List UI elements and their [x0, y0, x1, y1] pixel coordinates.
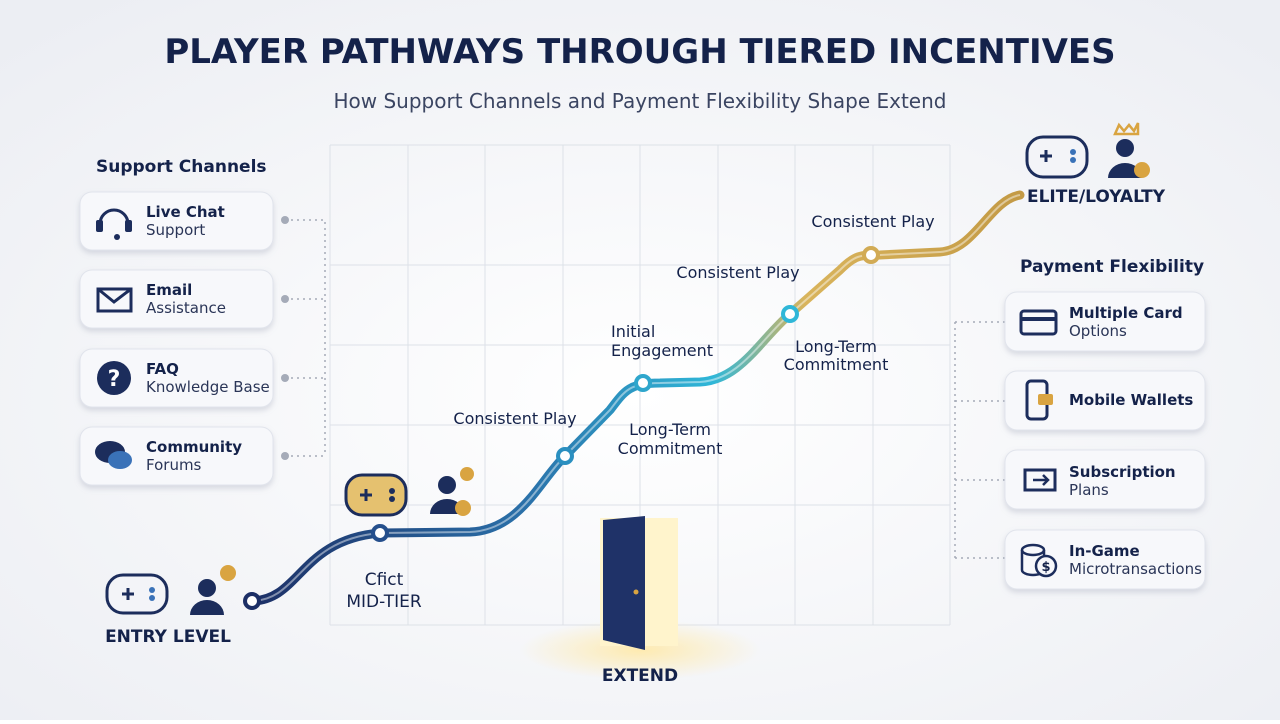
payment-heading: Payment Flexibility — [1020, 257, 1204, 277]
path-label: Commitment — [618, 439, 723, 458]
path-label: Initial — [611, 322, 655, 341]
tier-label: ELITE/LOYALTY — [1027, 187, 1166, 207]
support-card: Community Forums — [79, 426, 274, 486]
door — [520, 516, 760, 680]
entry-icons — [105, 565, 236, 615]
mid-icons — [344, 467, 474, 517]
support-item-sub: Forums — [146, 456, 202, 474]
path-label: Commitment — [784, 355, 889, 374]
payment-item-sub: Plans — [1069, 481, 1109, 499]
support-heading: Support Channels — [96, 157, 267, 177]
support-item-sub: Support — [146, 221, 205, 239]
support-card: ? FAQ Knowledge Base — [79, 348, 274, 408]
payment-card: Multiple Card Options — [1004, 291, 1206, 352]
payment-item: Mobile Wallets — [1069, 391, 1193, 409]
tier-label: Cfict — [365, 570, 404, 590]
support-connectors — [281, 216, 326, 460]
support-card: Live Chat Support — [79, 191, 274, 251]
support-item-sub: Assistance — [146, 299, 226, 317]
pathway-highlight — [251, 194, 1021, 602]
pathway-line — [247, 190, 1025, 606]
path-label: Long-Term — [795, 337, 877, 356]
payment-item-sub: Microtransactions — [1069, 560, 1202, 578]
support-item: Live Chat — [146, 203, 225, 221]
support-card: Email Assistance — [79, 269, 274, 329]
path-label: Consistent Play — [811, 212, 934, 231]
svg-text:?: ? — [108, 367, 121, 392]
support-item: Email — [146, 281, 192, 299]
tier-label: ENTRY LEVEL — [105, 627, 231, 647]
support-item-sub: Knowledge Base — [146, 378, 270, 396]
support-item: FAQ — [146, 360, 179, 378]
payment-item-sub: Options — [1069, 322, 1127, 340]
path-label: Consistent Play — [453, 409, 576, 428]
payment-card: Subscription Plans — [1004, 449, 1206, 510]
title: PLAYER PATHWAYS THROUGH TIERED INCENTIVE… — [164, 32, 1115, 72]
elite-icons — [1025, 122, 1150, 179]
payment-item: Multiple Card — [1069, 304, 1183, 322]
tier-label: MID-TIER — [346, 592, 421, 612]
tier-label: EXTEND — [602, 666, 678, 686]
path-label: Consistent Play — [676, 263, 799, 282]
svg-text:$: $ — [1041, 560, 1050, 575]
path-label: Long-Term — [629, 420, 711, 439]
payment-item: Subscription — [1069, 463, 1176, 481]
payment-card: Mobile Wallets — [1004, 370, 1206, 431]
pathway-nodes — [243, 246, 880, 610]
payment-item: In-Game — [1069, 542, 1140, 560]
support-item: Community — [146, 438, 242, 456]
payment-card: $ In-Game Microtransactions — [1004, 529, 1206, 590]
path-label: Engagement — [611, 341, 713, 360]
subtitle: How Support Channels and Payment Flexibi… — [334, 89, 947, 113]
